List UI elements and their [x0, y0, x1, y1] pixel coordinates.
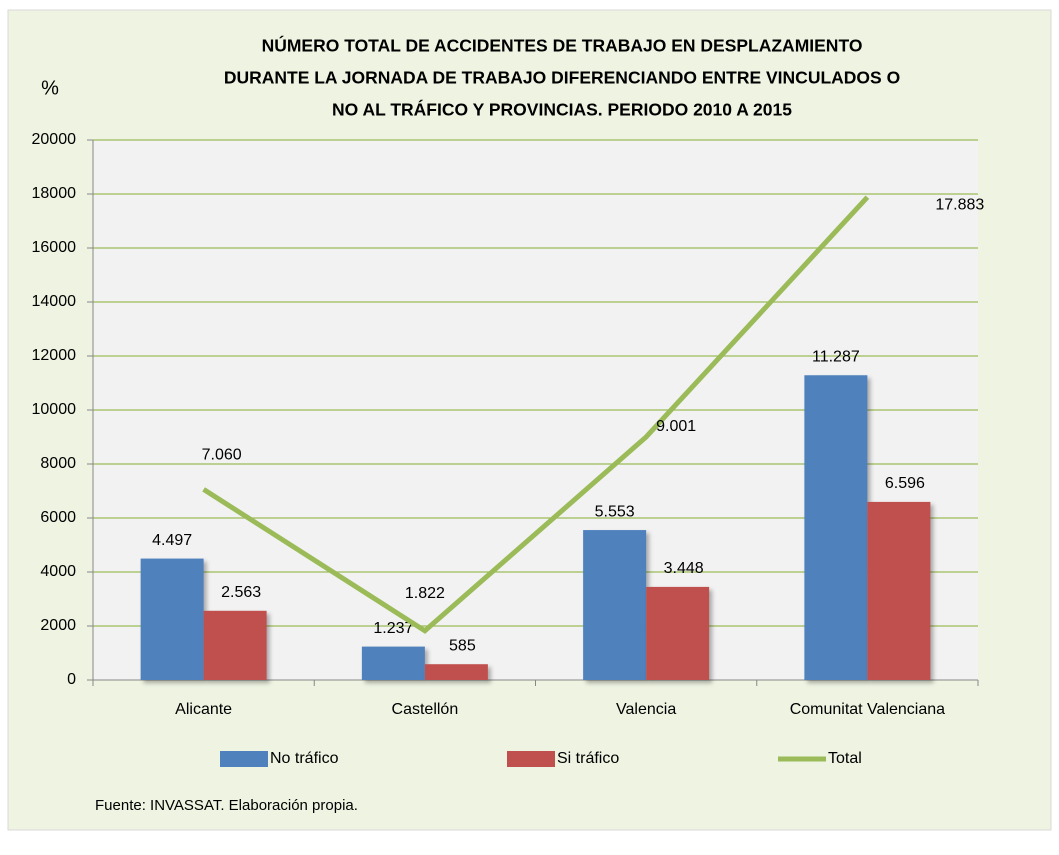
y-tick-label: 14000: [32, 293, 77, 310]
data-label: 17.883: [935, 196, 984, 213]
chart-title: NÚMERO TOTAL DE ACCIDENTES DE TRABAJO EN…: [262, 35, 863, 56]
x-tick-label: Alicante: [175, 701, 232, 718]
legend-swatch: [220, 751, 268, 767]
legend-label: No tráfico: [270, 750, 339, 767]
chart-title: DURANTE LA JORNADA DE TRABAJO DIFERENCIA…: [224, 68, 900, 88]
data-label: 3.448: [664, 560, 704, 577]
legend-label: Si tráfico: [557, 750, 619, 767]
bar: [867, 501, 931, 680]
bar: [646, 586, 710, 680]
bar: [361, 646, 425, 680]
y-tick-label: 12000: [32, 347, 77, 364]
y-tick-label: 0: [67, 671, 76, 688]
bar: [424, 664, 488, 680]
y-tick-label: 20000: [32, 131, 77, 148]
bar: [203, 610, 267, 680]
data-label: 7.060: [202, 447, 242, 464]
bar: [583, 530, 647, 680]
data-label: 1.822: [405, 585, 445, 602]
data-label: 4.497: [152, 532, 192, 549]
x-tick-label: Comunitat Valenciana: [790, 701, 945, 718]
legend-label: Total: [828, 750, 862, 767]
y-tick-label: 16000: [32, 239, 77, 256]
line: [202, 195, 870, 634]
legend-swatch: [507, 751, 555, 767]
source-note: Fuente: INVASSAT. Elaboración propia.: [95, 797, 358, 814]
y-tick-label: 2000: [40, 617, 76, 634]
x-tick-label: Valencia: [616, 701, 676, 718]
x-tick-label: Castellón: [392, 701, 459, 718]
y-tick-label: 8000: [40, 455, 76, 472]
bar: [140, 558, 204, 680]
bar: [804, 375, 868, 680]
y-tick-label: 18000: [32, 185, 77, 202]
data-label: 5.553: [595, 503, 635, 520]
data-label: 585: [449, 637, 476, 654]
y-tick-label: 4000: [40, 563, 76, 580]
data-label: 11.287: [812, 348, 860, 365]
data-label: 1.237: [373, 620, 413, 637]
y-axis-label: %: [41, 77, 59, 99]
data-label: 9.001: [656, 418, 696, 435]
data-label: 2.563: [221, 584, 261, 601]
data-label: 6.596: [885, 475, 925, 492]
y-tick-label: 10000: [32, 401, 77, 418]
chart-title: NO AL TRÁFICO Y PROVINCIAS. PERIODO 2010…: [332, 99, 792, 120]
y-tick-label: 6000: [40, 509, 76, 526]
